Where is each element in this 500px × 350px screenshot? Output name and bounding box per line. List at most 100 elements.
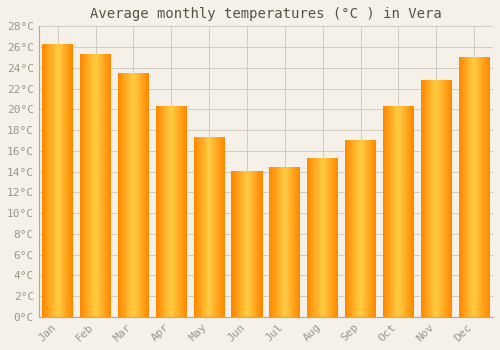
Bar (373, 140, 374, 317)
Bar (384, 106, 385, 317)
Bar (103, 54, 104, 317)
Bar (324, 158, 325, 317)
Bar (274, 167, 276, 317)
Bar (72, 44, 74, 317)
Bar (354, 140, 356, 317)
Bar (180, 106, 182, 317)
Bar (284, 167, 285, 317)
Bar (256, 170, 258, 317)
Bar (52, 44, 54, 317)
Bar (92, 54, 94, 317)
Bar (468, 57, 469, 317)
Bar (389, 106, 390, 317)
Bar (61, 44, 62, 317)
Bar (178, 106, 180, 317)
Bar (172, 106, 174, 317)
Bar (425, 80, 426, 317)
Bar (212, 137, 214, 317)
Bar (234, 170, 236, 317)
Bar (471, 57, 472, 317)
Bar (458, 57, 460, 317)
Bar (56, 44, 57, 317)
Bar (84, 54, 86, 317)
Bar (250, 170, 251, 317)
Bar (325, 158, 326, 317)
Bar (440, 80, 442, 317)
Bar (429, 80, 430, 317)
Bar (136, 73, 138, 317)
Bar (362, 140, 364, 317)
Bar (243, 170, 244, 317)
Bar (240, 170, 241, 317)
Bar (167, 106, 168, 317)
Bar (287, 167, 288, 317)
Bar (186, 106, 187, 317)
Bar (241, 170, 242, 317)
Bar (163, 106, 164, 317)
Bar (252, 170, 254, 317)
Bar (388, 106, 389, 317)
Title: Average monthly temperatures (°C ) in Vera: Average monthly temperatures (°C ) in Ve… (90, 7, 442, 21)
Bar (169, 106, 170, 317)
Bar (272, 167, 274, 317)
Bar (335, 158, 336, 317)
Bar (124, 73, 125, 317)
Bar (68, 44, 69, 317)
Bar (145, 73, 146, 317)
Bar (280, 167, 281, 317)
Bar (85, 54, 86, 317)
Bar (346, 140, 347, 317)
Bar (451, 80, 452, 317)
Bar (444, 80, 446, 317)
Bar (218, 137, 220, 317)
Bar (484, 57, 486, 317)
Bar (371, 140, 372, 317)
Bar (54, 44, 56, 317)
Bar (159, 106, 160, 317)
Bar (307, 158, 308, 317)
Bar (364, 140, 366, 317)
Bar (236, 170, 238, 317)
Bar (206, 137, 207, 317)
Bar (176, 106, 178, 317)
Bar (109, 54, 110, 317)
Bar (83, 54, 84, 317)
Bar (331, 158, 332, 317)
Bar (144, 73, 145, 317)
Bar (390, 106, 392, 317)
Bar (248, 170, 249, 317)
Bar (66, 44, 67, 317)
Bar (127, 73, 128, 317)
Bar (198, 137, 199, 317)
Bar (196, 137, 197, 317)
Bar (147, 73, 148, 317)
Bar (110, 54, 111, 317)
Bar (125, 73, 126, 317)
Bar (400, 106, 402, 317)
Bar (270, 167, 272, 317)
Bar (104, 54, 105, 317)
Bar (157, 106, 158, 317)
Bar (312, 158, 314, 317)
Bar (168, 106, 170, 317)
Bar (314, 158, 316, 317)
Bar (216, 137, 218, 317)
Bar (477, 57, 478, 317)
Bar (404, 106, 406, 317)
Bar (310, 158, 312, 317)
Bar (438, 80, 440, 317)
Bar (43, 44, 44, 317)
Bar (295, 167, 296, 317)
Bar (386, 106, 387, 317)
Bar (369, 140, 370, 317)
Bar (293, 167, 294, 317)
Bar (431, 80, 432, 317)
Bar (360, 140, 362, 317)
Bar (232, 170, 234, 317)
Bar (59, 44, 60, 317)
Bar (98, 54, 99, 317)
Bar (174, 106, 176, 317)
Bar (81, 54, 82, 317)
Bar (238, 170, 240, 317)
Bar (413, 106, 414, 317)
